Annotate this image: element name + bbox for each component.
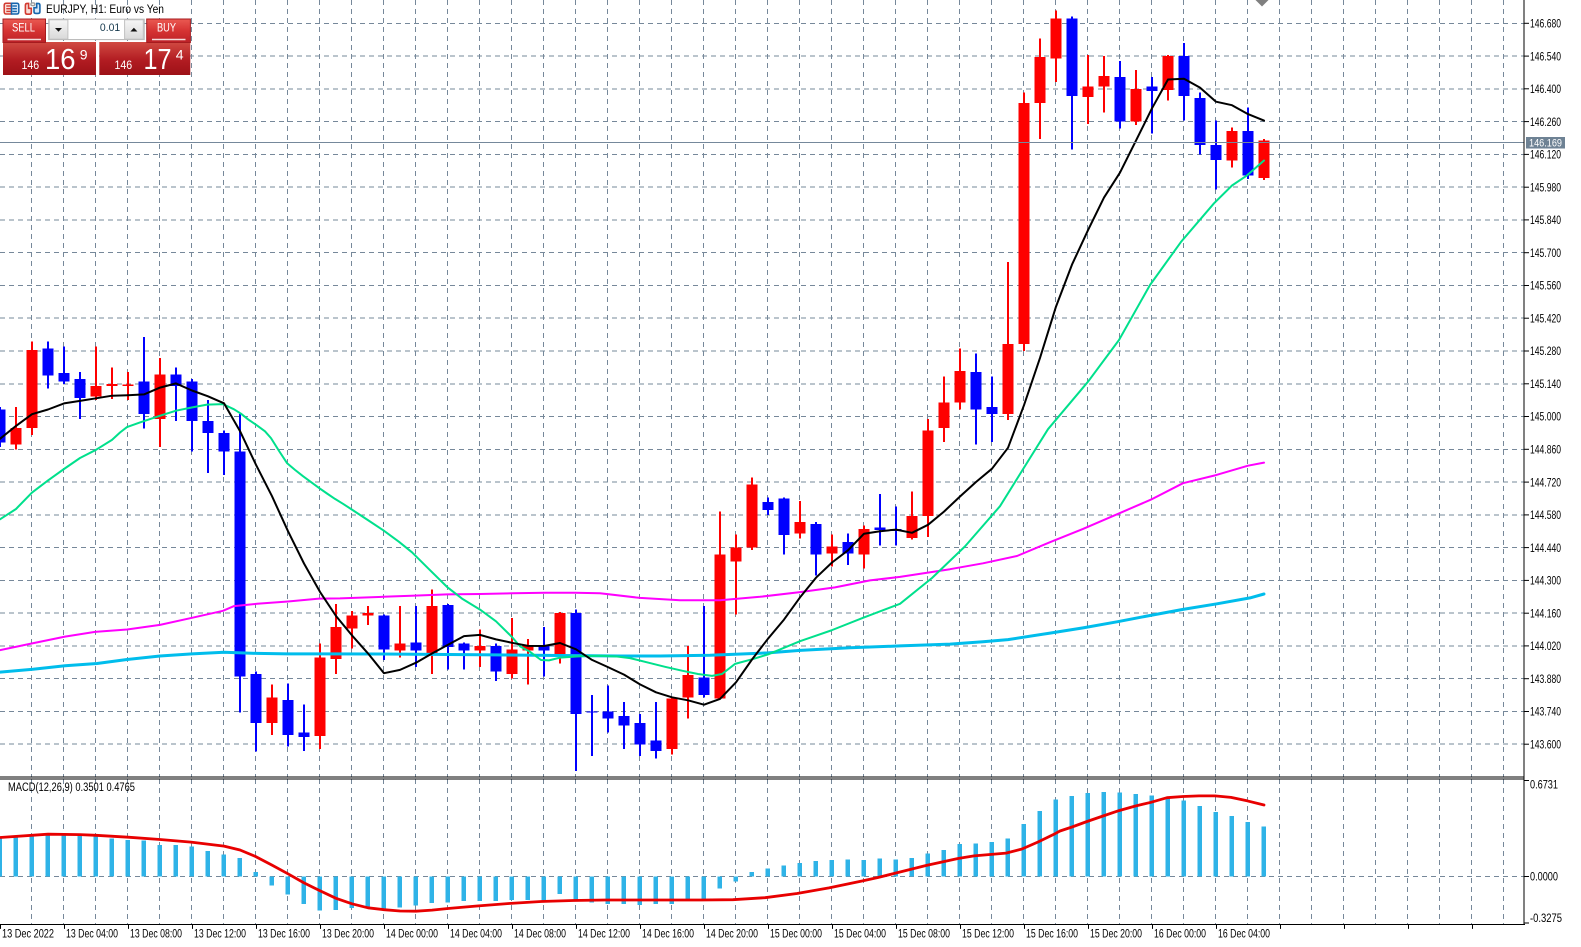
svg-text:15 Dec 08:00: 15 Dec 08:00 (898, 928, 950, 940)
svg-text:BUY: BUY (157, 22, 176, 34)
svg-text:145.140: 145.140 (1530, 379, 1561, 391)
svg-text:-0.3275: -0.3275 (1530, 913, 1562, 925)
svg-text:145.280: 145.280 (1530, 346, 1561, 358)
svg-text:143.600: 143.600 (1530, 739, 1561, 751)
svg-text:14 Dec 00:00: 14 Dec 00:00 (386, 928, 438, 940)
svg-text:145.700: 145.700 (1530, 248, 1561, 260)
svg-text:145.840: 145.840 (1530, 215, 1561, 227)
svg-text:14 Dec 12:00: 14 Dec 12:00 (578, 928, 630, 940)
svg-text:143.880: 143.880 (1530, 674, 1561, 686)
svg-text:16 Dec 00:00: 16 Dec 00:00 (1154, 928, 1206, 940)
svg-text:146.260: 146.260 (1530, 117, 1561, 129)
svg-text:146.400: 146.400 (1530, 84, 1561, 96)
svg-text:13 Dec 04:00: 13 Dec 04:00 (66, 928, 118, 940)
svg-text:146.169: 146.169 (1529, 138, 1562, 150)
svg-text:144.580: 144.580 (1530, 510, 1561, 522)
svg-text:SELL: SELL (12, 22, 35, 34)
svg-text:13 Dec 08:00: 13 Dec 08:00 (130, 928, 182, 940)
svg-text:145.000: 145.000 (1530, 412, 1561, 424)
svg-text:13 Dec 16:00: 13 Dec 16:00 (258, 928, 310, 940)
svg-text:15 Dec 12:00: 15 Dec 12:00 (962, 928, 1014, 940)
svg-text:13 Dec 20:00: 13 Dec 20:00 (322, 928, 374, 940)
svg-text:144.720: 144.720 (1530, 477, 1561, 489)
svg-text:14 Dec 08:00: 14 Dec 08:00 (514, 928, 566, 940)
svg-text:14 Dec 16:00: 14 Dec 16:00 (642, 928, 694, 940)
svg-text:15 Dec 20:00: 15 Dec 20:00 (1090, 928, 1142, 940)
svg-text:14 Dec 04:00: 14 Dec 04:00 (450, 928, 502, 940)
svg-text:0.01: 0.01 (100, 22, 120, 34)
svg-text:146.120: 146.120 (1530, 150, 1561, 162)
svg-text:13 Dec 2022: 13 Dec 2022 (2, 928, 54, 940)
svg-text:0.0000: 0.0000 (1530, 872, 1558, 884)
svg-text:146.540: 146.540 (1530, 51, 1561, 63)
svg-text:16 Dec 04:00: 16 Dec 04:00 (1218, 928, 1270, 940)
svg-text:145.420: 145.420 (1530, 313, 1561, 325)
svg-text:13 Dec 12:00: 13 Dec 12:00 (194, 928, 246, 940)
svg-text:MACD(12,26,9) 0.3501 0.4765: MACD(12,26,9) 0.3501 0.4765 (8, 782, 135, 794)
svg-text:144.020: 144.020 (1530, 641, 1561, 653)
svg-text:15 Dec 00:00: 15 Dec 00:00 (770, 928, 822, 940)
svg-text:4: 4 (176, 47, 184, 63)
svg-text:15 Dec 04:00: 15 Dec 04:00 (834, 928, 886, 940)
svg-text:144.440: 144.440 (1530, 543, 1561, 555)
svg-text:15 Dec 16:00: 15 Dec 16:00 (1026, 928, 1078, 940)
svg-text:14 Dec 20:00: 14 Dec 20:00 (706, 928, 758, 940)
svg-text:9: 9 (80, 47, 88, 63)
svg-text:144.160: 144.160 (1530, 608, 1561, 620)
svg-text:143.740: 143.740 (1530, 707, 1561, 719)
svg-text:144.300: 144.300 (1530, 576, 1561, 588)
svg-text:146.680: 146.680 (1530, 19, 1561, 31)
svg-text:17: 17 (144, 44, 172, 76)
svg-text:0.6731: 0.6731 (1530, 780, 1558, 792)
svg-text:EURJPY, H1: Euro vs Yen: EURJPY, H1: Euro vs Yen (46, 2, 164, 16)
svg-text:145.560: 145.560 (1530, 281, 1561, 293)
svg-text:145.980: 145.980 (1530, 182, 1561, 194)
svg-text:16: 16 (45, 44, 76, 76)
svg-text:144.860: 144.860 (1530, 445, 1561, 457)
svg-text:146: 146 (115, 60, 133, 72)
svg-text:146: 146 (22, 60, 40, 72)
